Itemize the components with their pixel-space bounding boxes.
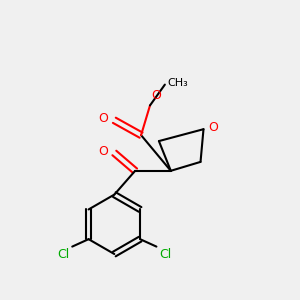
- Text: Cl: Cl: [57, 248, 69, 261]
- Text: O: O: [152, 89, 161, 102]
- Text: Cl: Cl: [159, 248, 172, 261]
- Text: O: O: [98, 145, 108, 158]
- Text: O: O: [98, 112, 108, 125]
- Text: CH₃: CH₃: [168, 78, 189, 88]
- Text: O: O: [208, 121, 218, 134]
